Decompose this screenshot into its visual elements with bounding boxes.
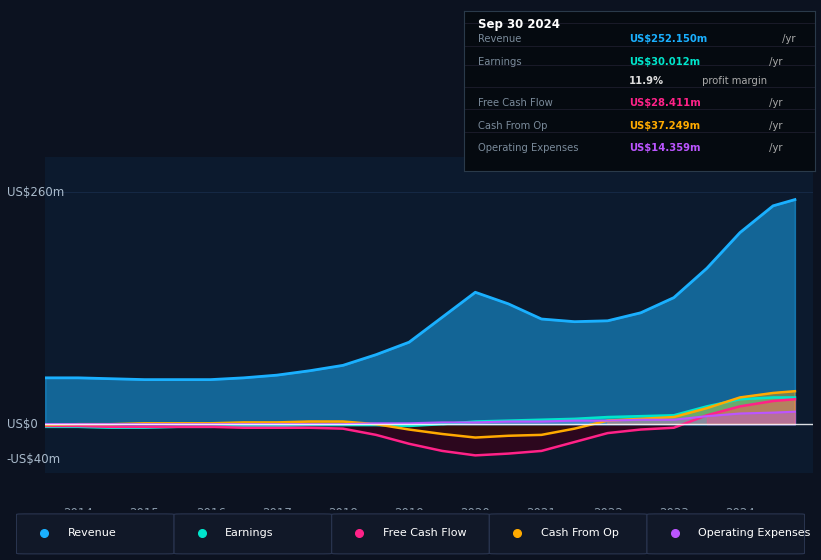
Text: /yr: /yr: [766, 57, 782, 67]
Text: Earnings: Earnings: [478, 57, 521, 67]
Text: US$252.150m: US$252.150m: [629, 34, 707, 44]
Text: Earnings: Earnings: [225, 529, 273, 538]
FancyBboxPatch shape: [647, 514, 805, 554]
Text: Revenue: Revenue: [67, 529, 117, 538]
Text: US$260m: US$260m: [7, 186, 64, 199]
Text: profit margin: profit margin: [699, 76, 768, 86]
Text: 11.9%: 11.9%: [629, 76, 664, 86]
Text: /yr: /yr: [779, 34, 796, 44]
Text: /yr: /yr: [766, 120, 782, 130]
Text: Operating Expenses: Operating Expenses: [698, 529, 810, 538]
Text: Free Cash Flow: Free Cash Flow: [383, 529, 466, 538]
Text: Sep 30 2024: Sep 30 2024: [478, 18, 560, 31]
Text: -US$40m: -US$40m: [7, 454, 61, 466]
Text: /yr: /yr: [766, 98, 782, 108]
Text: US$30.012m: US$30.012m: [629, 57, 700, 67]
Text: Cash From Op: Cash From Op: [540, 529, 618, 538]
FancyBboxPatch shape: [174, 514, 332, 554]
Text: Revenue: Revenue: [478, 34, 521, 44]
Text: Cash From Op: Cash From Op: [478, 120, 548, 130]
Text: US$28.411m: US$28.411m: [629, 98, 701, 108]
FancyBboxPatch shape: [332, 514, 489, 554]
Text: US$14.359m: US$14.359m: [629, 143, 700, 153]
Text: US$0: US$0: [7, 418, 37, 431]
FancyBboxPatch shape: [16, 514, 174, 554]
Text: /yr: /yr: [766, 143, 782, 153]
Text: Operating Expenses: Operating Expenses: [478, 143, 579, 153]
Text: Free Cash Flow: Free Cash Flow: [478, 98, 553, 108]
FancyBboxPatch shape: [489, 514, 647, 554]
Text: US$37.249m: US$37.249m: [629, 120, 700, 130]
